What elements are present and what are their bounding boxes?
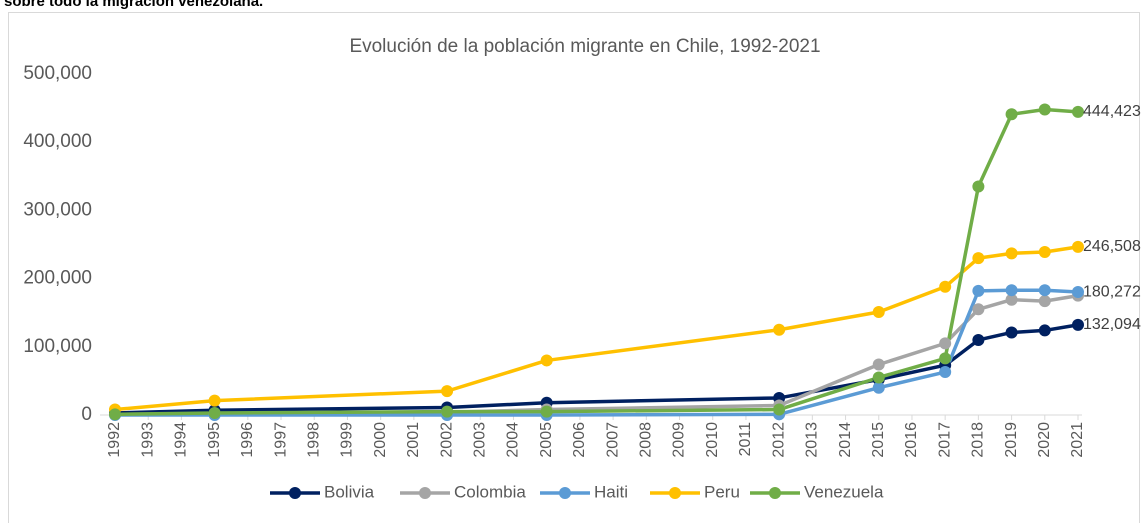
legend-marker	[769, 487, 781, 499]
point	[773, 403, 786, 416]
point	[1038, 246, 1051, 259]
point	[872, 358, 885, 371]
x-tick-label: 2021	[1069, 422, 1086, 458]
x-tick-label: 1994	[173, 422, 190, 458]
chart-title: Evolución de la población migrante en Ch…	[349, 36, 820, 57]
series-line	[114, 245, 1079, 412]
x-tick-label: 2008	[638, 422, 655, 458]
point	[1005, 326, 1018, 339]
x-tick-label: 2013	[804, 422, 821, 458]
x-tick-label: 1993	[139, 422, 156, 458]
x-tick-label: 1998	[305, 422, 322, 458]
data-label: 246,508	[1083, 238, 1141, 255]
legend-marker	[559, 487, 571, 499]
point	[1038, 324, 1051, 337]
point	[441, 385, 454, 398]
x-tick-label: 2010	[704, 422, 721, 458]
point	[939, 280, 952, 293]
x-tick-label: 2018	[970, 422, 987, 458]
x-tick-label: 2017	[936, 422, 953, 458]
data-label: 180,272	[1083, 283, 1141, 300]
legend-label: Peru	[704, 482, 740, 501]
legend-marker	[419, 487, 431, 499]
point	[972, 333, 985, 346]
x-tick-label: 1999	[339, 422, 356, 458]
point	[939, 337, 952, 350]
x-tick-label: 1995	[206, 422, 223, 458]
chart-frame	[8, 12, 1140, 523]
x-tick-label: 2016	[903, 422, 920, 458]
point	[972, 252, 985, 265]
point	[441, 405, 454, 418]
x-tick-label: 2014	[837, 422, 854, 458]
x-tick-label: 2004	[505, 422, 522, 458]
point	[1072, 318, 1084, 331]
legend-label: Haiti	[594, 482, 628, 501]
legend-marker	[669, 487, 681, 499]
x-tick-label: 2015	[870, 422, 887, 458]
point	[872, 381, 885, 394]
x-tick-label: 2012	[770, 422, 787, 458]
point	[939, 366, 952, 379]
point	[1005, 284, 1018, 297]
point	[872, 371, 885, 384]
point	[1038, 103, 1051, 116]
heading: sobre todo la migración venezolana.	[4, 0, 263, 10]
point	[1005, 108, 1018, 121]
point	[972, 284, 985, 297]
x-tick-label: 2000	[372, 422, 389, 458]
x-tick-label: 2007	[604, 422, 621, 458]
x-tick-label: 2002	[438, 422, 455, 458]
x-tick-label: 2005	[538, 422, 555, 458]
point	[1005, 247, 1018, 260]
x-tick-label: 1996	[239, 422, 256, 458]
point	[939, 352, 952, 365]
point	[1038, 295, 1051, 308]
x-tick-label: 2009	[671, 422, 688, 458]
point	[540, 354, 553, 367]
point	[872, 306, 885, 319]
y-tick-label: 0	[81, 404, 92, 425]
y-tick-label: 400,000	[23, 131, 92, 152]
legend-label: Bolivia	[324, 482, 375, 501]
point	[540, 405, 553, 418]
y-tick-label: 200,000	[23, 268, 92, 289]
x-tick-label: 1992	[106, 422, 123, 458]
point	[109, 408, 121, 421]
legend-label: Colombia	[454, 482, 526, 501]
x-tick-label: 2019	[1003, 422, 1020, 458]
x-tick-label: 2001	[405, 422, 422, 458]
legend-marker	[289, 487, 301, 499]
point	[1072, 240, 1084, 253]
x-tick-label: 2003	[471, 422, 488, 458]
legend-label: Venezuela	[804, 482, 884, 501]
point	[208, 394, 221, 407]
y-tick-label: 300,000	[23, 199, 92, 220]
x-tick-label: 2020	[1036, 422, 1053, 458]
point	[1072, 286, 1084, 299]
x-tick-label: 2011	[737, 422, 754, 457]
point	[1072, 105, 1084, 118]
point	[1005, 293, 1018, 306]
data-label: 132,094	[1083, 316, 1141, 333]
point	[972, 303, 985, 316]
y-tick-label: 500,000	[23, 63, 92, 84]
point	[208, 406, 221, 419]
y-tick-label: 100,000	[23, 336, 92, 357]
point	[972, 180, 985, 193]
x-tick-label: 2006	[571, 422, 588, 458]
data-label: 444,423	[1083, 103, 1141, 120]
point	[1038, 284, 1051, 297]
point	[773, 323, 786, 336]
x-tick-label: 1997	[272, 422, 289, 458]
